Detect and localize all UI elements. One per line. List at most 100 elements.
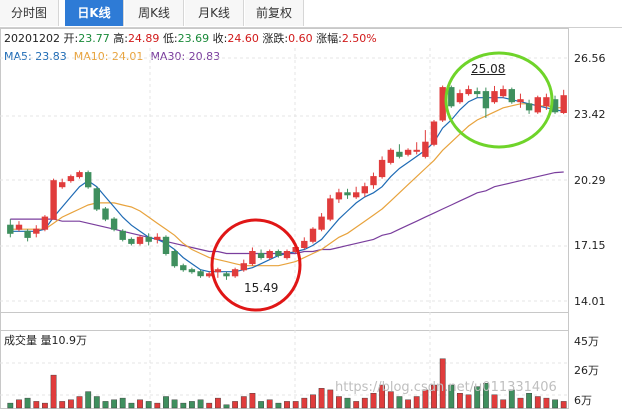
candle-body xyxy=(145,236,152,242)
candle-body xyxy=(491,91,498,103)
candle-body xyxy=(508,89,516,103)
volume-bar xyxy=(543,397,550,409)
candle-body xyxy=(257,253,265,258)
candle-body xyxy=(24,230,31,238)
volume-bar xyxy=(370,393,377,409)
candle-body xyxy=(353,192,360,198)
period-tab-bar: 分时图 日K线 周K线 月K线 前复权 xyxy=(0,0,622,28)
ma5-legend: MA5: 23.83 xyxy=(4,50,67,63)
candle-body xyxy=(110,218,118,230)
open-value: 23.77 xyxy=(78,32,110,45)
candle-body xyxy=(171,251,178,267)
chart-frame xyxy=(0,28,569,409)
volume-bar xyxy=(465,394,472,409)
candle-body xyxy=(361,186,369,194)
ma10-line xyxy=(10,103,564,267)
quote-info-bar: 20201202 开:23.77 高:24.89 低:23.69 收:24.60… xyxy=(4,30,377,46)
high-label: 高: xyxy=(113,32,128,45)
candle-body xyxy=(180,265,187,271)
volume-bar xyxy=(534,396,541,409)
volume-bar xyxy=(431,384,437,409)
volume-bar xyxy=(145,401,152,409)
candle-body xyxy=(387,149,395,163)
candle-body xyxy=(188,269,196,273)
watermark: https://blog.csdn.net/u011331406 xyxy=(335,380,557,395)
volume-bar xyxy=(85,391,92,409)
candle-body xyxy=(465,89,472,95)
volume-bar xyxy=(344,397,351,409)
volume-bar xyxy=(310,394,316,409)
candle-body xyxy=(154,236,161,240)
close-label: 收: xyxy=(212,32,228,45)
candle-body xyxy=(67,176,75,182)
candle-body xyxy=(283,251,291,259)
pct-label: 涨幅: xyxy=(316,32,342,45)
volume-bar xyxy=(526,393,533,409)
volume-bar xyxy=(50,374,57,409)
candle-body xyxy=(93,188,100,210)
candle-body xyxy=(309,228,317,242)
tab-forward-adjusted[interactable]: 前复权 xyxy=(245,0,304,26)
candle-body xyxy=(439,87,446,121)
volume-label: 成交量 量10.9万 xyxy=(4,334,87,347)
high-circle-annotation xyxy=(444,51,554,149)
volume-bar xyxy=(266,399,273,409)
volume-bar xyxy=(474,386,481,409)
volume-bar xyxy=(560,401,567,409)
candle-body xyxy=(543,97,550,107)
volume-bar xyxy=(483,383,489,409)
tab-daily-k[interactable]: 日K线 xyxy=(65,0,124,26)
candle-body xyxy=(119,230,126,240)
volume-bar xyxy=(258,401,264,409)
volume-bar xyxy=(119,397,126,409)
volume-bar xyxy=(422,389,429,409)
candle-body xyxy=(136,236,144,244)
candle-body xyxy=(7,224,14,234)
volume-bar xyxy=(396,396,403,409)
candle-body xyxy=(344,192,351,196)
volume-bar xyxy=(59,401,66,409)
tab-weekly-k[interactable]: 周K线 xyxy=(125,0,184,26)
candle-body xyxy=(396,151,403,157)
candle-body xyxy=(162,236,170,255)
volume-bar xyxy=(517,397,524,409)
volume-bar xyxy=(353,401,360,409)
volume-bar xyxy=(508,389,515,409)
candle-body xyxy=(482,91,490,109)
candle-body xyxy=(422,141,429,157)
candle-body xyxy=(525,103,533,111)
candle-body xyxy=(197,271,204,277)
volume-bar xyxy=(457,393,463,409)
volume-bar xyxy=(67,399,74,409)
change-value: 0.60 xyxy=(288,32,313,45)
tab-timeshare[interactable]: 分时图 xyxy=(0,0,59,26)
candle-body xyxy=(560,95,567,113)
y-tick-0: 26.56 xyxy=(574,52,606,65)
volume-bar xyxy=(379,384,385,409)
volume-bar xyxy=(128,402,135,409)
candle-body xyxy=(413,149,420,152)
candle-body xyxy=(231,269,239,277)
candle-body xyxy=(378,159,386,178)
volume-bar xyxy=(24,397,31,409)
volume-bar xyxy=(336,396,342,409)
candle-body xyxy=(335,192,343,200)
candle-body xyxy=(206,273,213,277)
candle-body xyxy=(500,89,507,97)
candle-body xyxy=(327,198,334,220)
candle-body xyxy=(517,99,524,103)
tab-monthly-k[interactable]: 月K线 xyxy=(185,0,244,26)
volume-bar xyxy=(16,399,22,409)
candle-body xyxy=(430,121,438,145)
y-tick-2: 20.29 xyxy=(574,174,606,187)
candle-body xyxy=(318,216,325,230)
quote-date: 20201202 xyxy=(4,32,60,45)
high-value: 24.89 xyxy=(127,32,160,45)
volume-bar xyxy=(154,402,161,409)
volume-bar xyxy=(93,396,100,409)
candle-body xyxy=(76,172,83,178)
volume-bar xyxy=(448,384,455,409)
candle-body xyxy=(223,273,230,277)
volume-bar xyxy=(206,402,213,409)
pct-value: 2.50% xyxy=(341,32,377,45)
